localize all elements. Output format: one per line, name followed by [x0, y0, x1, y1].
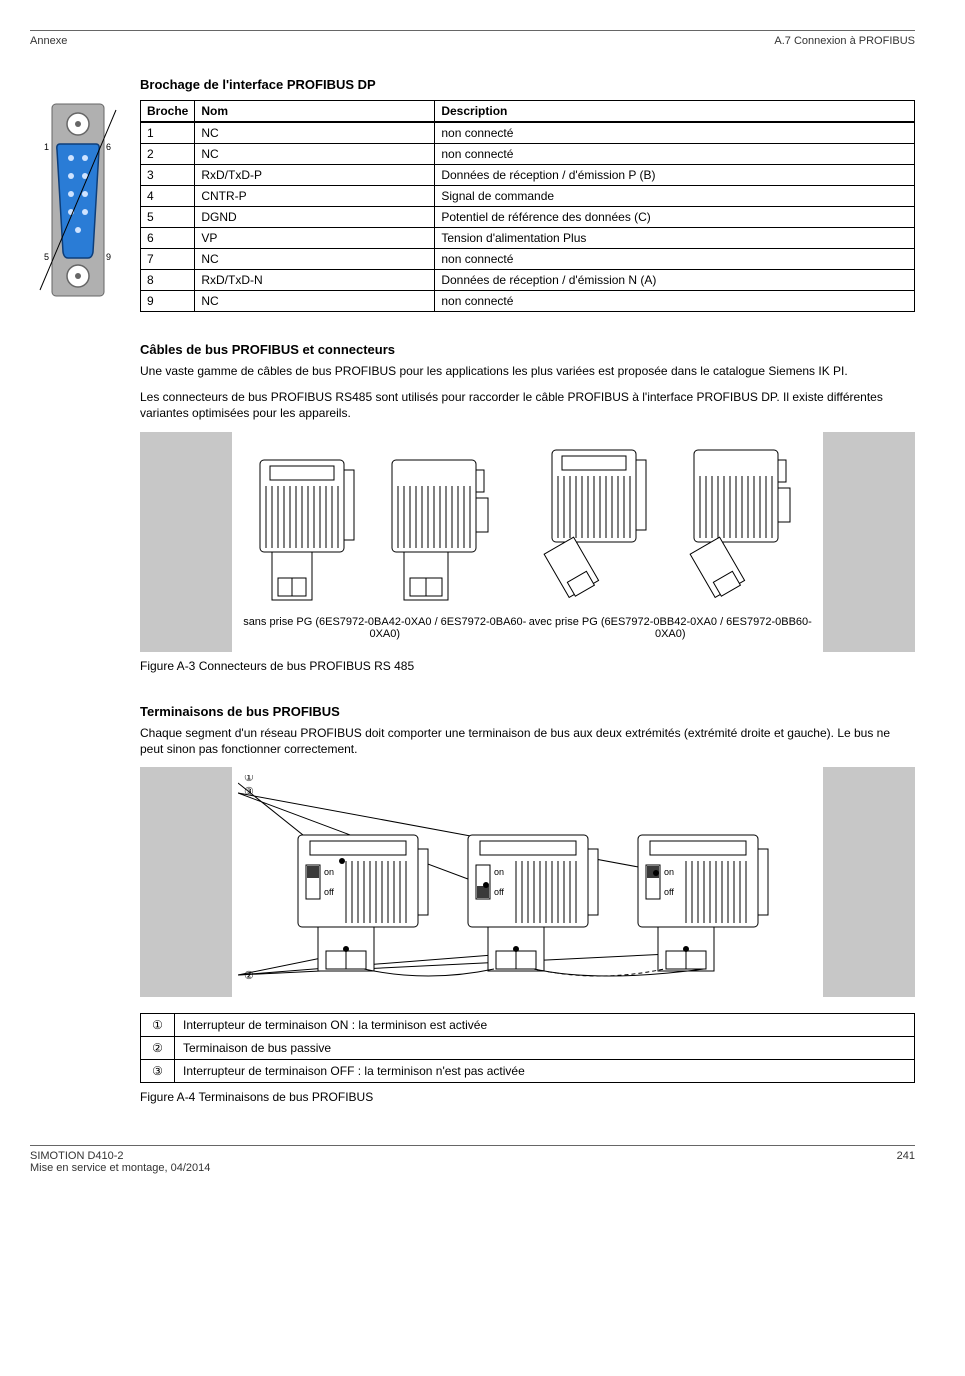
fig-a3-label-right: avec prise PG (6ES7972-0BB42-0XA0 / 6ES7… [528, 616, 814, 640]
figure-a3: sans prise PG (6ES7972-0BA42-0XA0 / 6ES7… [140, 432, 915, 652]
svg-text:off: off [324, 887, 334, 897]
table-row: 9NCnon connecté [141, 291, 915, 312]
svg-text:①: ① [244, 775, 254, 784]
header-rule [30, 30, 915, 31]
header-right: A.7 Connexion à PROFIBUS [774, 35, 915, 47]
table-row: ②Terminaison de bus passive [141, 1037, 915, 1060]
col-broche: Broche [141, 101, 195, 123]
connector-angled-pg-icon [526, 440, 656, 610]
termination-diagram-icon: ① ③ ② on [238, 775, 798, 987]
termination-para: Chaque segment d'un réseau PROFIBUS doit… [140, 725, 915, 757]
footer-left-2: Mise en service et montage, 04/2014 [30, 1162, 210, 1174]
fig-a3-labels: sans prise PG (6ES7972-0BA42-0XA0 / 6ES7… [242, 616, 813, 640]
svg-text:②: ② [244, 970, 254, 982]
page-footer: SIMOTION D410-2 Mise en service et monta… [30, 1146, 915, 1174]
fig-a3-label-left: sans prise PG (6ES7972-0BA42-0XA0 / 6ES7… [242, 616, 528, 640]
cables-para2: Les connecteurs de bus PROFIBUS RS485 so… [140, 389, 915, 421]
pinout-table: Broche Nom Description 1NCnon connecté 2… [140, 100, 915, 312]
pinout-block: 1 5 6 9 Broche Nom Description 1NCnon co… [30, 100, 915, 312]
svg-text:6: 6 [106, 142, 111, 152]
table-row: 5DGNDPotentiel de référence des données … [141, 207, 915, 228]
figure-a4: ① ③ ② on [140, 767, 915, 997]
svg-text:off: off [664, 887, 674, 897]
gray-side-left [140, 432, 232, 652]
footer-left-1: SIMOTION D410-2 [30, 1150, 210, 1162]
section-title-pinout: Brochage de l'interface PROFIBUS DP [140, 77, 915, 92]
fig-a4-caption: Figure A-4 Terminaisons de bus PROFIBUS [140, 1089, 915, 1105]
svg-text:9: 9 [106, 252, 111, 262]
db9-connector-icon: 1 5 6 9 [30, 100, 126, 312]
table-row: 8RxD/TxD-NDonnées de réception / d'émiss… [141, 270, 915, 291]
table-row: ①Interrupteur de terminaison ON : la ter… [141, 1014, 915, 1037]
svg-text:5: 5 [44, 252, 49, 262]
table-row: 7NCnon connecté [141, 249, 915, 270]
gray-side-right [823, 432, 915, 652]
termination-legend: ①Interrupteur de terminaison ON : la ter… [140, 1013, 915, 1083]
svg-text:on: on [324, 867, 334, 877]
footer-page-number: 241 [897, 1150, 915, 1174]
page: Annexe A.7 Connexion à PROFIBUS Brochage… [0, 0, 965, 1214]
connector-group-with-pg [526, 440, 802, 610]
table-row: ③Interrupteur de terminaison OFF : la te… [141, 1060, 915, 1083]
svg-text:off: off [494, 887, 504, 897]
connector-group-no-pg [242, 450, 498, 610]
table-row: 4CNTR-PSignal de commande [141, 186, 915, 207]
termination-title: Terminaisons de bus PROFIBUS [140, 704, 915, 719]
cables-title: Câbles de bus PROFIBUS et connecteurs [140, 342, 915, 357]
connector-angled-pg2-icon [672, 440, 802, 610]
gray-side-left-2 [140, 767, 232, 997]
gray-side-right-2 [823, 767, 915, 997]
svg-text:on: on [494, 867, 504, 877]
pinout-rows: 1NCnon connecté 2NCnon connecté 3RxD/TxD… [141, 122, 915, 312]
cables-section: Câbles de bus PROFIBUS et connecteurs Un… [140, 342, 915, 1105]
page-header: Annexe A.7 Connexion à PROFIBUS [30, 35, 915, 47]
table-row: 3RxD/TxD-PDonnées de réception / d'émiss… [141, 165, 915, 186]
svg-text:③: ③ [244, 786, 254, 798]
cables-para1: Une vaste gamme de câbles de bus PROFIBU… [140, 363, 915, 379]
svg-text:1: 1 [44, 142, 49, 152]
table-row: 6VPTension d'alimentation Plus [141, 228, 915, 249]
col-desc: Description [435, 101, 915, 123]
col-nom: Nom [195, 101, 435, 123]
fig-a3-caption: Figure A-3 Connecteurs de bus PROFIBUS R… [140, 658, 915, 674]
connector-35deg-icon [378, 450, 498, 610]
connector-90deg-icon [242, 450, 362, 610]
svg-text:on: on [664, 867, 674, 877]
table-row: 1NCnon connecté [141, 122, 915, 144]
header-left: Annexe [30, 35, 67, 47]
footer-left: SIMOTION D410-2 Mise en service et monta… [30, 1150, 210, 1174]
table-row: 2NCnon connecté [141, 144, 915, 165]
